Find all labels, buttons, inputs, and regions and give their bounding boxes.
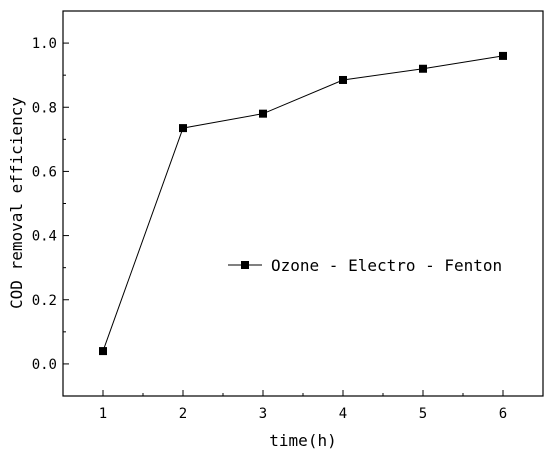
x-tick-label: 1	[99, 406, 107, 422]
x-tick-label: 6	[499, 406, 507, 422]
x-axis: 1 2 3 4 5 6	[99, 390, 507, 422]
y-tick-label: 0.8	[32, 100, 57, 116]
x-tick-label: 2	[179, 406, 187, 422]
y-tick-label: 0.0	[32, 357, 57, 373]
data-point	[499, 51, 507, 60]
plot-area	[62, 10, 544, 397]
series-layer	[99, 51, 507, 356]
x-tick-label: 5	[419, 406, 427, 422]
legend-label: Ozone - Electro - Fenton	[271, 256, 502, 275]
x-tick-label: 3	[259, 406, 267, 422]
x-tick-label: 4	[339, 406, 347, 422]
y-tick-label: 1.0	[32, 36, 57, 52]
y-axis: 0.0 0.2 0.4 0.6 0.8 1.0	[32, 36, 69, 373]
y-tick-label: 0.6	[32, 164, 57, 180]
legend-marker	[241, 261, 249, 269]
data-point	[259, 109, 267, 118]
plot-frame	[62, 10, 544, 397]
series-line	[102, 55, 504, 352]
legend: Ozone - Electro - Fenton	[228, 256, 502, 275]
data-point	[419, 64, 427, 73]
y-tick-label: 0.4	[32, 229, 57, 245]
data-point	[179, 124, 187, 133]
data-point	[339, 75, 347, 84]
x-axis-title: time(h)	[269, 431, 336, 450]
y-tick-label: 0.2	[32, 293, 57, 309]
data-point	[99, 347, 107, 356]
y-axis-title: COD removal efficiency	[7, 97, 26, 309]
